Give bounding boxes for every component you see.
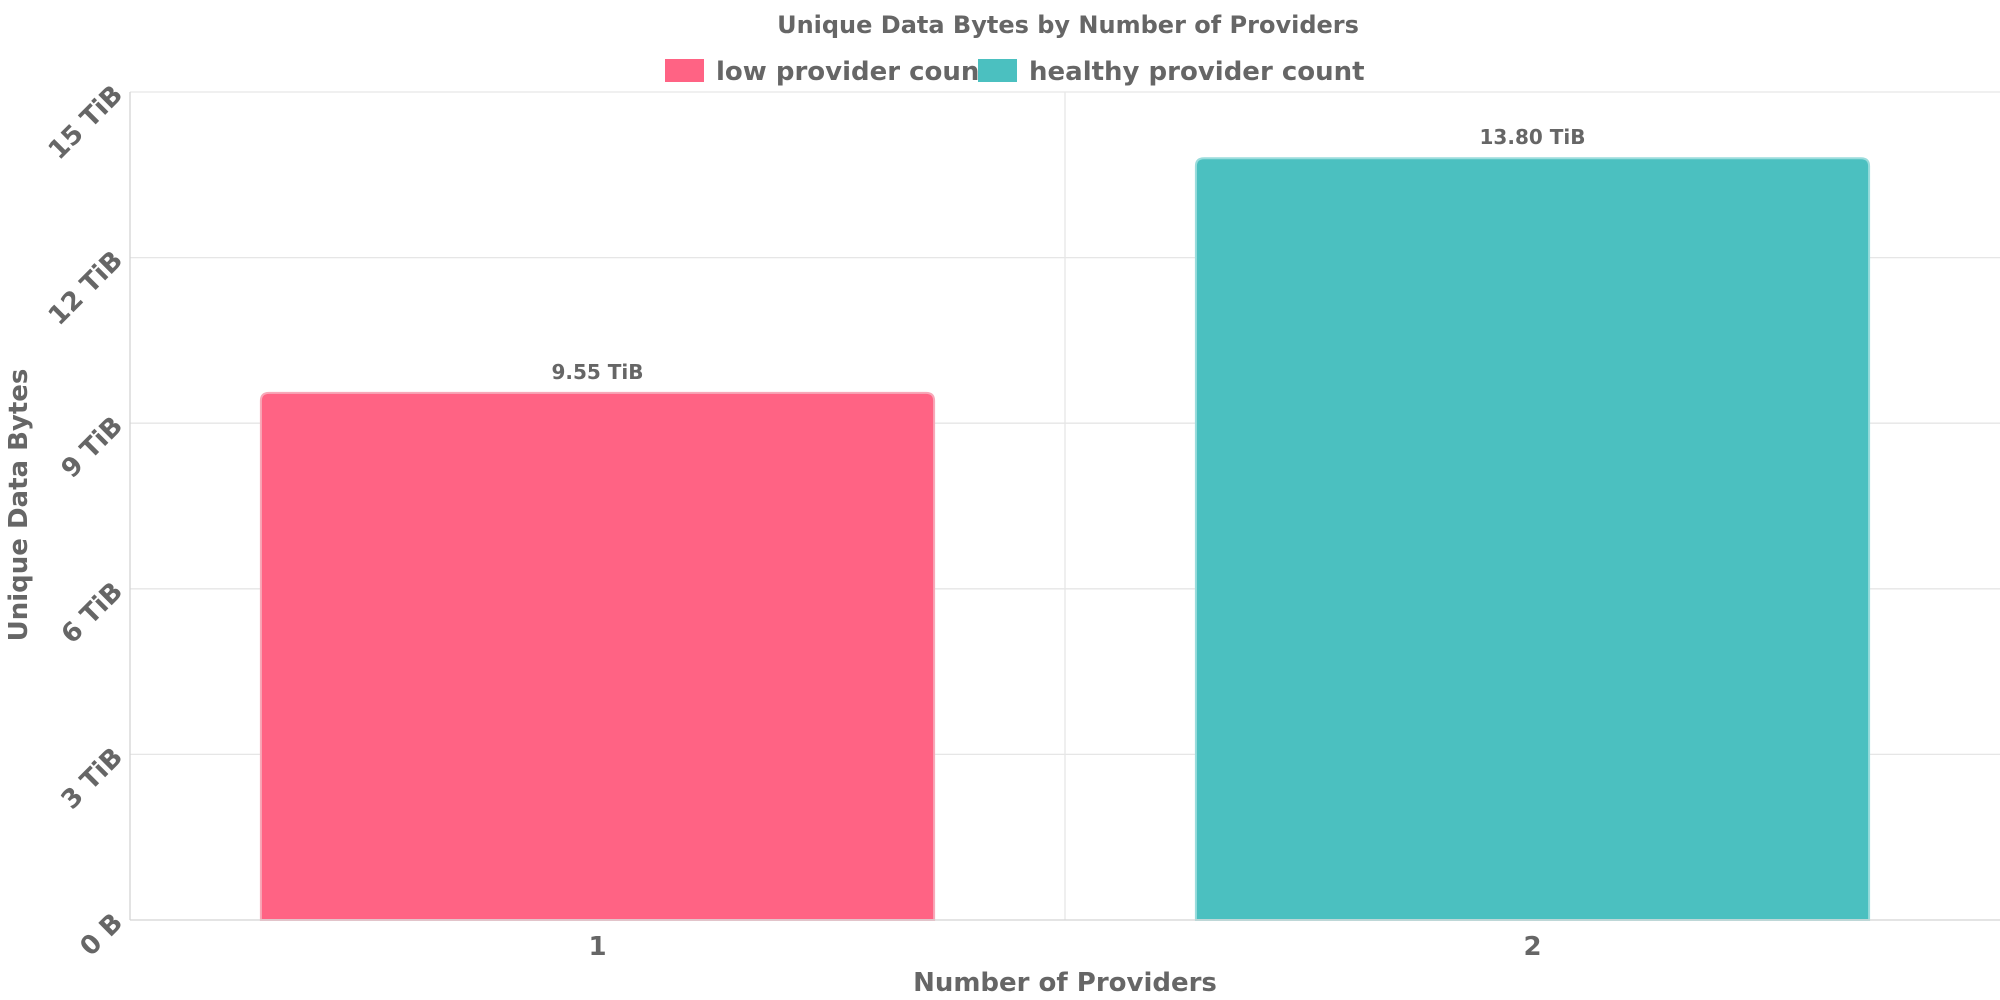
x-tick-label-2: 2 — [1523, 932, 1541, 962]
legend-swatch-low-provider-count[interactable] — [665, 59, 704, 82]
bars — [259, 157, 1871, 921]
y-tick-label: 15 TiB — [43, 80, 129, 166]
y-tick-label: 9 TiB — [56, 411, 129, 484]
legend-swatch-healthy-provider-count[interactable] — [978, 59, 1017, 82]
data-label-2: 13.80 TiB — [1480, 125, 1586, 149]
y-tick-label: 6 TiB — [56, 577, 129, 650]
legend: low provider count healthy provider coun… — [665, 57, 1365, 87]
data-labels: 9.55 TiB 13.80 TiB — [551, 125, 1585, 384]
bar-1[interactable] — [259, 391, 936, 921]
y-tick-label: 12 TiB — [43, 245, 129, 331]
x-axis-title: Number of Providers — [913, 968, 1217, 998]
legend-label-low-provider-count[interactable]: low provider count — [716, 57, 992, 87]
bar-2[interactable] — [1194, 157, 1871, 921]
y-tick-label: 3 TiB — [56, 742, 129, 815]
data-label-1: 9.55 TiB — [551, 360, 643, 384]
x-tick-label-1: 1 — [588, 932, 606, 962]
legend-label-healthy-provider-count[interactable]: healthy provider count — [1029, 57, 1365, 87]
chart-title: Unique Data Bytes by Number of Providers — [777, 11, 1359, 39]
y-tick-label: 0 B — [75, 908, 129, 962]
y-axis-title: Unique Data Bytes — [4, 369, 34, 642]
